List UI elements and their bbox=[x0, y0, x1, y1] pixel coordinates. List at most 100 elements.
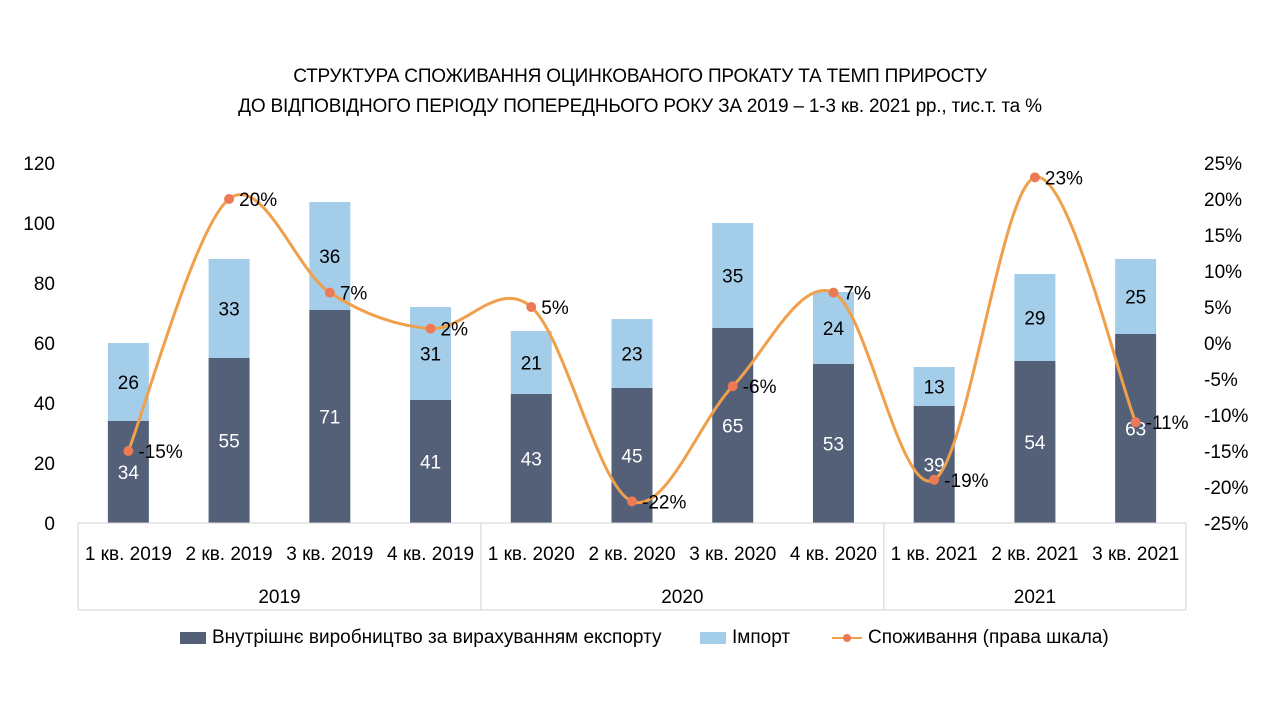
data-label-domestic: 45 bbox=[621, 447, 642, 468]
legend-label-import: Імпорт bbox=[732, 627, 791, 648]
point-consumption bbox=[627, 496, 637, 507]
data-label-import: 21 bbox=[521, 354, 542, 375]
x-group-label: 2020 bbox=[661, 587, 703, 608]
data-label-import: 36 bbox=[319, 247, 340, 268]
data-label-import: 13 bbox=[924, 378, 945, 399]
bar-domestic bbox=[107, 421, 149, 523]
bar-import bbox=[208, 259, 250, 358]
legend-item-domestic: Внутрішнє виробництво за вирахуванням ек… bbox=[180, 624, 661, 652]
data-label-domestic: 43 bbox=[521, 450, 542, 471]
legend-label-domestic: Внутрішнє виробництво за вирахуванням ек… bbox=[212, 627, 662, 648]
x-tick-label: 4 кв. 2020 bbox=[790, 544, 877, 565]
data-label-import: 26 bbox=[118, 373, 139, 394]
x-tick-label: 1 кв. 2019 bbox=[85, 544, 172, 565]
data-label-domestic: 41 bbox=[420, 453, 441, 474]
x-tick-label: 1 кв. 2021 bbox=[891, 544, 978, 565]
chart-title: СТРУКТУРА СПОЖИВАННЯ ОЦИНКОВАНОГО ПРОКАТ… bbox=[293, 66, 987, 87]
data-label-domestic: 55 bbox=[219, 432, 240, 453]
y-right-tick-label: -20% bbox=[1204, 478, 1248, 499]
point-consumption bbox=[1130, 417, 1141, 428]
data-label-consumption: 7% bbox=[340, 284, 368, 305]
y-right-tick-label: -5% bbox=[1204, 370, 1238, 391]
bar-import bbox=[913, 367, 955, 406]
y-right-tick-label: 5% bbox=[1204, 298, 1232, 319]
y-right-tick-label: -25% bbox=[1204, 514, 1248, 535]
data-label-domestic: 63 bbox=[1125, 420, 1146, 441]
data-label-consumption: -11% bbox=[1146, 413, 1189, 434]
y-left-tick-label: 0 bbox=[44, 514, 55, 535]
legend-label-consumption: Споживання (права шкала) bbox=[868, 627, 1109, 648]
data-label-import: 25 bbox=[1125, 288, 1146, 309]
data-label-consumption: 5% bbox=[541, 298, 569, 319]
y-left-tick-label: 20 bbox=[34, 454, 55, 475]
data-label-domestic: 34 bbox=[118, 463, 140, 484]
point-consumption bbox=[324, 287, 335, 298]
y-right-tick-label: 25% bbox=[1204, 154, 1242, 175]
x-tick-label: 3 кв. 2019 bbox=[286, 544, 373, 565]
legend-item-consumption: Споживання (права шкала) bbox=[832, 624, 1109, 652]
bar-domestic bbox=[712, 328, 754, 523]
point-consumption bbox=[1029, 172, 1040, 183]
y-left-tick-label: 100 bbox=[23, 214, 55, 235]
point-consumption bbox=[727, 381, 738, 392]
bar-import bbox=[812, 292, 854, 364]
chart-legend: Внутрішнє виробництво за вирахуванням ек… bbox=[0, 624, 1280, 652]
x-group-label: 2019 bbox=[258, 587, 300, 608]
x-tick-label: 4 кв. 2019 bbox=[387, 544, 474, 565]
x-tick-label: 3 кв. 2020 bbox=[689, 544, 776, 565]
bar-import bbox=[1014, 274, 1056, 361]
data-label-consumption: 2% bbox=[441, 320, 469, 341]
x-tick-label: 2 кв. 2021 bbox=[991, 544, 1078, 565]
data-label-consumption: -6% bbox=[743, 377, 777, 398]
data-label-import: 29 bbox=[1024, 309, 1045, 330]
bar-import bbox=[410, 307, 452, 400]
legend-swatch-import bbox=[700, 632, 726, 644]
y-left-tick-label: 60 bbox=[34, 334, 55, 355]
point-consumption bbox=[224, 194, 235, 204]
bar-domestic bbox=[913, 406, 955, 523]
x-tick-label: 2 кв. 2020 bbox=[588, 544, 675, 565]
data-label-domestic: 71 bbox=[319, 408, 340, 429]
point-consumption bbox=[929, 474, 940, 485]
bar-domestic bbox=[309, 310, 351, 523]
data-label-domestic: 53 bbox=[823, 435, 844, 456]
bar-import bbox=[510, 331, 552, 394]
y-right-tick-label: 20% bbox=[1204, 190, 1242, 211]
chart-subtitle: ДО ВІДПОВІДНОГО ПЕРІОДУ ПОПЕРЕДНЬОГО РОК… bbox=[238, 96, 1042, 117]
bar-domestic bbox=[1014, 361, 1056, 523]
y-right-tick-label: -10% bbox=[1204, 406, 1248, 427]
bar-import bbox=[1115, 259, 1157, 334]
bar-import bbox=[712, 223, 754, 328]
data-label-import: 33 bbox=[219, 300, 240, 321]
point-consumption bbox=[526, 302, 537, 312]
data-label-consumption: -19% bbox=[944, 471, 988, 492]
bar-domestic bbox=[510, 394, 552, 523]
bar-domestic bbox=[208, 358, 250, 523]
data-label-consumption: 23% bbox=[1045, 168, 1083, 189]
legend-swatch-consumption bbox=[832, 632, 862, 644]
y-left-tick-label: 120 bbox=[23, 154, 55, 175]
y-left-tick-label: 80 bbox=[34, 274, 55, 295]
point-consumption bbox=[828, 287, 839, 298]
y-right-tick-label: 10% bbox=[1204, 262, 1242, 283]
data-label-consumption: 7% bbox=[843, 284, 871, 305]
bar-import bbox=[611, 319, 653, 388]
line-consumption bbox=[126, 175, 1138, 505]
data-label-consumption: 20% bbox=[239, 190, 277, 211]
y-right-tick-label: -15% bbox=[1204, 442, 1248, 463]
data-label-consumption: -22% bbox=[642, 492, 686, 513]
data-label-import: 23 bbox=[621, 345, 642, 366]
data-label-domestic: 39 bbox=[924, 456, 945, 477]
point-consumption bbox=[123, 446, 134, 456]
bar-domestic bbox=[1115, 334, 1157, 523]
data-label-import: 24 bbox=[823, 319, 845, 340]
data-label-domestic: 54 bbox=[1024, 433, 1046, 454]
data-label-import: 35 bbox=[722, 267, 743, 288]
data-label-consumption: -15% bbox=[138, 442, 182, 463]
bar-domestic bbox=[812, 364, 854, 523]
x-tick-label: 3 кв. 2021 bbox=[1092, 544, 1179, 565]
x-group-label: 2021 bbox=[1014, 587, 1056, 608]
point-consumption bbox=[425, 323, 436, 334]
legend-item-import: Імпорт bbox=[700, 624, 790, 652]
